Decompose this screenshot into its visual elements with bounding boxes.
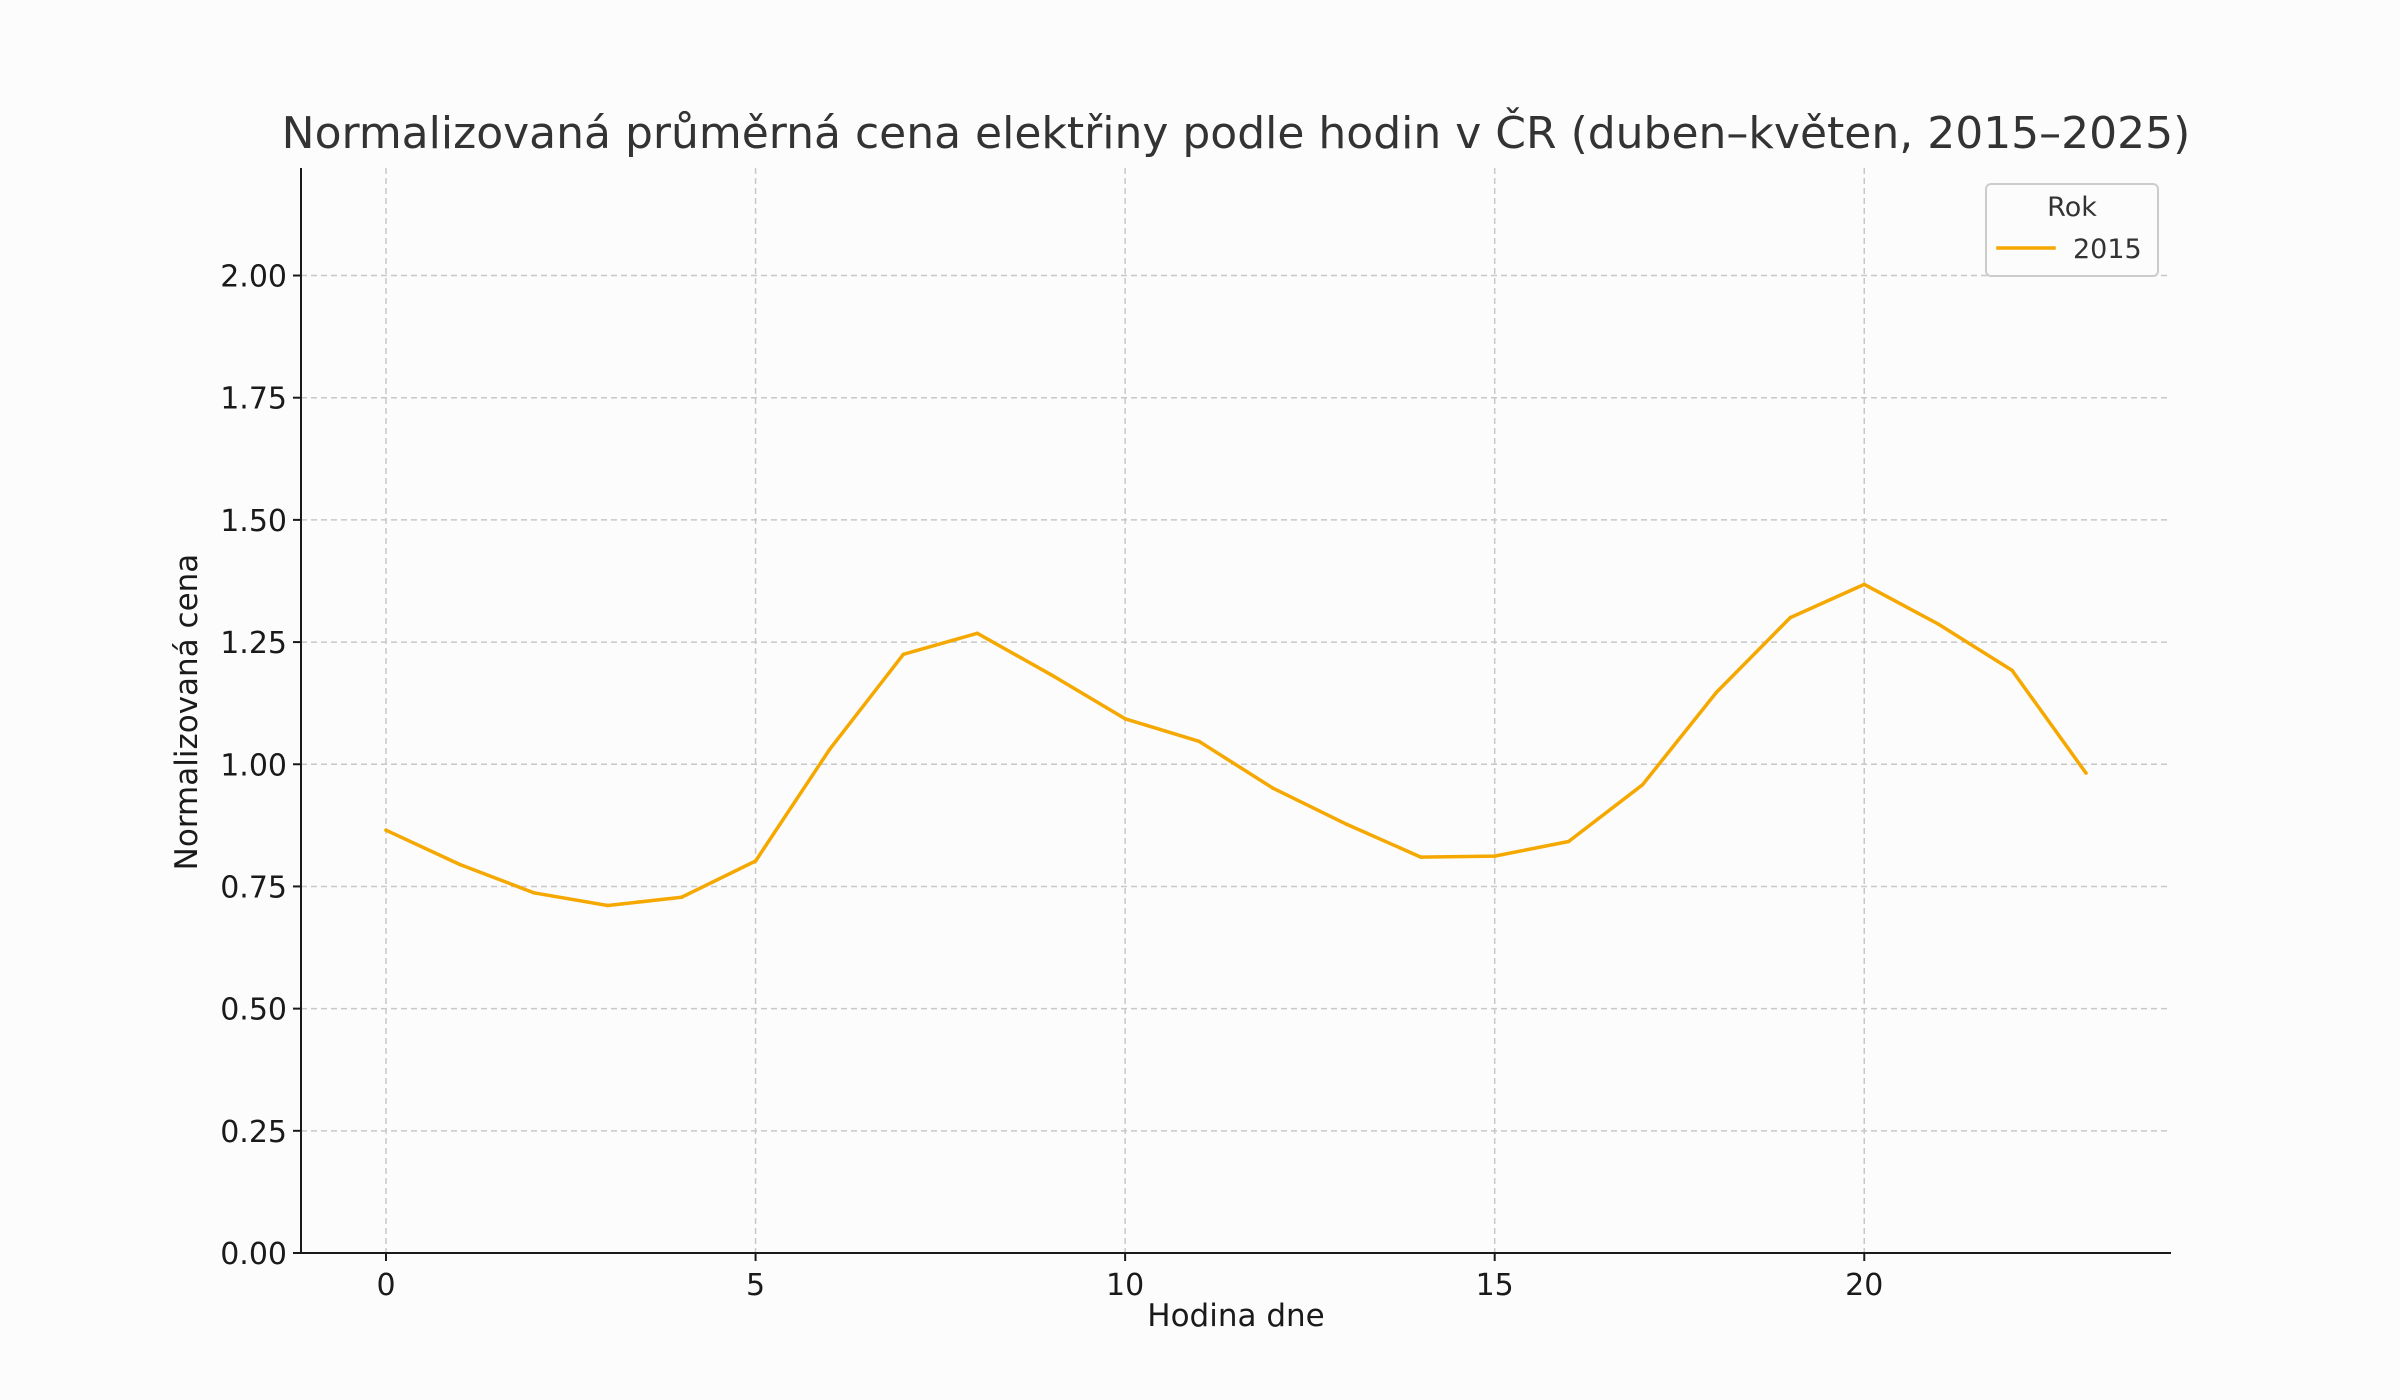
y-tick-label-7: 1.75 [220,382,287,417]
y-tick-label-0: 0.00 [220,1237,287,1272]
legend[interactable]: Rok 2015 [1985,183,2159,277]
x-tick-label-3: 15 [1476,1268,1514,1303]
data-point [1788,615,1793,620]
legend-series-label: 2015 [2073,234,2142,265]
data-point [1492,854,1497,858]
data-point [2084,771,2088,775]
data-point [1123,717,1127,721]
data-point [1049,673,1053,677]
chart-title: Normalizovaná průměrná cena elektřiny po… [282,106,2191,159]
data-point [2010,668,2014,673]
data-point [1419,855,1423,859]
data-point [901,652,906,657]
y-tick-label-8: 2.00 [220,260,287,295]
grid [301,168,2171,1254]
data-point [605,903,610,908]
data-point [1714,690,1719,695]
legend-frame [1985,183,2159,277]
series-line-2015 [385,582,2088,908]
data-point [827,747,832,752]
data-point [1640,783,1645,787]
x-tick-label-0: 0 [376,1268,395,1303]
data-point [1271,786,1275,790]
data-point [1345,822,1349,827]
x-tick-label-1: 5 [746,1268,765,1303]
data-point [384,828,388,832]
data-point [679,895,684,899]
y-axis-title: Normalizovaná cena [169,554,205,871]
data-point [1936,622,1940,626]
data-point [1862,582,1867,587]
x-tick-label-2: 10 [1106,1268,1144,1303]
y-tick-label-6: 1.50 [220,504,287,539]
x-axis-title: Hodina dne [1147,1298,1324,1334]
data-point [753,859,758,863]
data-point [532,891,536,895]
y-axis-ticks: 0.00 0.25 0.50 0.75 1.00 1.25 1.50 1.75 2.00 [220,260,301,1272]
y-tick-label-4: 1.00 [220,748,287,783]
data-point [458,862,462,867]
y-tick-label-5: 1.25 [220,626,287,661]
series-group [384,582,2088,908]
y-tick-label-2: 0.50 [220,993,287,1028]
data-point [1566,839,1571,844]
y-tick-label-1: 0.25 [220,1115,287,1150]
y-tick-label-3: 0.75 [220,870,287,905]
x-axis-ticks: 0 5 10 15 20 [376,1253,1883,1303]
data-point [1197,739,1201,744]
axes [300,168,2171,1254]
x-tick-label-4: 20 [1845,1268,1883,1303]
data-point [975,631,980,636]
legend-title: Rok [2047,192,2097,223]
